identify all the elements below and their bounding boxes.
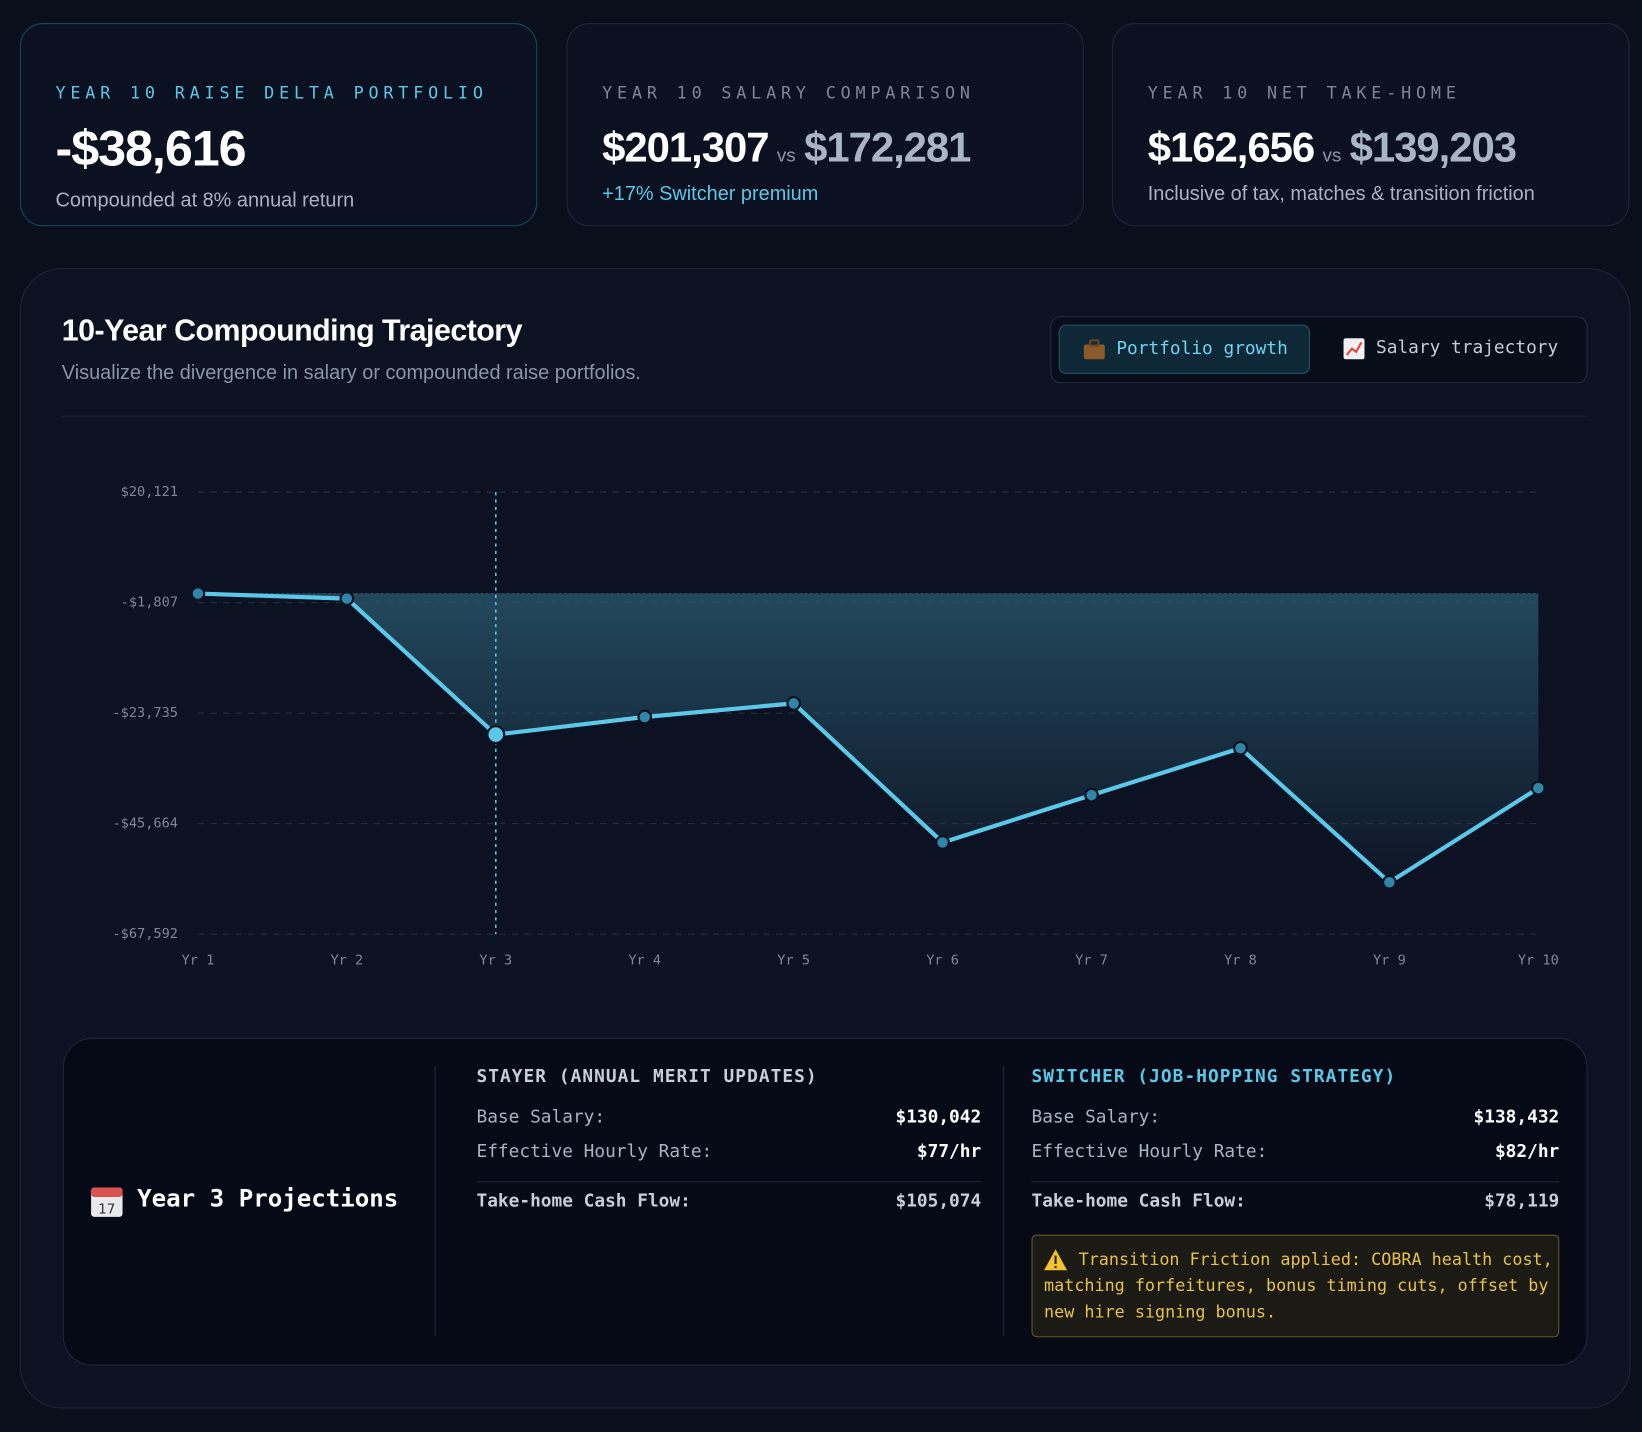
x-tick-label: Yr 7 [1075, 952, 1108, 968]
total-value: $78,119 [1484, 1190, 1560, 1212]
icon [1343, 338, 1365, 360]
x-tick-label: Yr 2 [330, 952, 363, 968]
row-value: $138,432 [1473, 1106, 1560, 1128]
row-value: $77/hr [916, 1141, 982, 1163]
y-tick-label: -$67,592 [112, 926, 178, 942]
y-tick-label: -$45,664 [112, 816, 178, 832]
x-tick-label: Yr 4 [628, 952, 661, 968]
divider [434, 1066, 436, 1337]
value: $162,656 [1147, 124, 1315, 171]
separator [476, 1181, 982, 1183]
vs: vs [1322, 144, 1342, 166]
point [935, 835, 950, 850]
projections-title: Year 3 Projections [137, 1185, 399, 1213]
point [637, 709, 653, 725]
point [1531, 780, 1546, 796]
svg-text:17: 17 [98, 1202, 115, 1218]
separator [1031, 1181, 1560, 1183]
compare: $172,281 [804, 124, 971, 171]
row-label: Effective Hourly Rate: [1031, 1141, 1268, 1163]
point [486, 725, 506, 745]
chart: -$67,592 -$45,664 -$23,735 -$1,807 $20,121 Yr… [112, 484, 1559, 968]
card: YEAR 10 RAISE DELTA PORTFOLIO -$38,616 C… [19, 23, 538, 227]
value: $201,307 [602, 124, 769, 171]
row-label: Base Salary: [476, 1106, 606, 1128]
row-value: $130,042 [895, 1106, 982, 1128]
panel-subtitle: Visualize the divergence in salary or co… [61, 362, 641, 385]
separator [61, 415, 1588, 417]
row-label: Base Salary: [1031, 1106, 1161, 1128]
toggle-portfolio[interactable]: Portfolio growth [1058, 324, 1311, 374]
switcher-heading: SWITCHER (JOB-HOPPING STRATEGY) [1031, 1066, 1397, 1087]
x-tick-label: Yr 10 [1518, 952, 1559, 968]
point [1084, 787, 1099, 803]
card-value: $162,656 vs $139,203 [1147, 124, 1517, 172]
card-note: +17% Switcher premium [602, 183, 819, 206]
y-tick-label: -$23,735 [112, 705, 178, 721]
point [1233, 740, 1248, 756]
divider [1003, 1066, 1005, 1337]
toggle-label: Salary trajectory [1376, 337, 1559, 359]
x-tick-label: Yr 3 [479, 952, 512, 968]
card-label: YEAR 10 SALARY COMPARISON [602, 82, 975, 103]
card-note: Compounded at 8% annual return [55, 189, 355, 212]
toggle-label: Portfolio growth [1116, 338, 1288, 360]
line [197, 591, 1540, 885]
point [786, 696, 801, 711]
panel-title: 10-Year Compounding Trajectory [61, 314, 523, 348]
x-tick-label: Yr 1 [182, 952, 215, 968]
card-label: YEAR 10 NET TAKE-HOME [1147, 82, 1461, 103]
calendar-icon: 17 [91, 1187, 123, 1218]
warning-text: Transition Friction applied: COBRA healt… [1044, 1249, 1553, 1322]
warning-icon [1044, 1249, 1068, 1271]
y-tick-label: -$1,807 [121, 595, 178, 611]
row-label: Effective Hourly Rate: [476, 1141, 713, 1163]
point [1382, 874, 1397, 890]
total-label: Take-home Cash Flow: [1031, 1190, 1246, 1212]
total-label: Take-home Cash Flow: [476, 1190, 691, 1212]
x-tick-label: Yr 9 [1373, 952, 1406, 968]
toggle-salary[interactable]: Salary trajectory [1343, 325, 1573, 372]
card-note: Inclusive of tax, matches & transition f… [1147, 183, 1535, 206]
x-tick-label: Yr 5 [777, 952, 810, 968]
card: YEAR 10 SALARY COMPARISON $201,307 vs $172… [566, 23, 1084, 227]
x-tick-label: Yr 6 [926, 952, 959, 968]
y-tick-label: $20,121 [121, 484, 178, 500]
vs: vs [776, 144, 796, 166]
card-value: -$38,616 [55, 121, 247, 177]
x-tick-label: Yr 8 [1224, 952, 1257, 968]
stayer-heading: STAYER (ANNUAL MERIT UPDATES) [476, 1066, 818, 1087]
point [339, 591, 355, 606]
card-value: $201,307 vs $172,281 [602, 124, 971, 172]
compare: $139,203 [1349, 124, 1517, 171]
area [197, 593, 1539, 883]
row-value: $82/hr [1494, 1141, 1560, 1163]
card-label: YEAR 10 RAISE DELTA PORTFOLIO [55, 82, 488, 103]
icon [1083, 339, 1105, 360]
point [190, 586, 206, 601]
total-value: $105,074 [895, 1190, 982, 1212]
card: YEAR 10 NET TAKE-HOME $162,656 vs $139,203… [1112, 23, 1630, 227]
warning-box: Transition Friction applied: COBRA healt… [1031, 1234, 1560, 1338]
